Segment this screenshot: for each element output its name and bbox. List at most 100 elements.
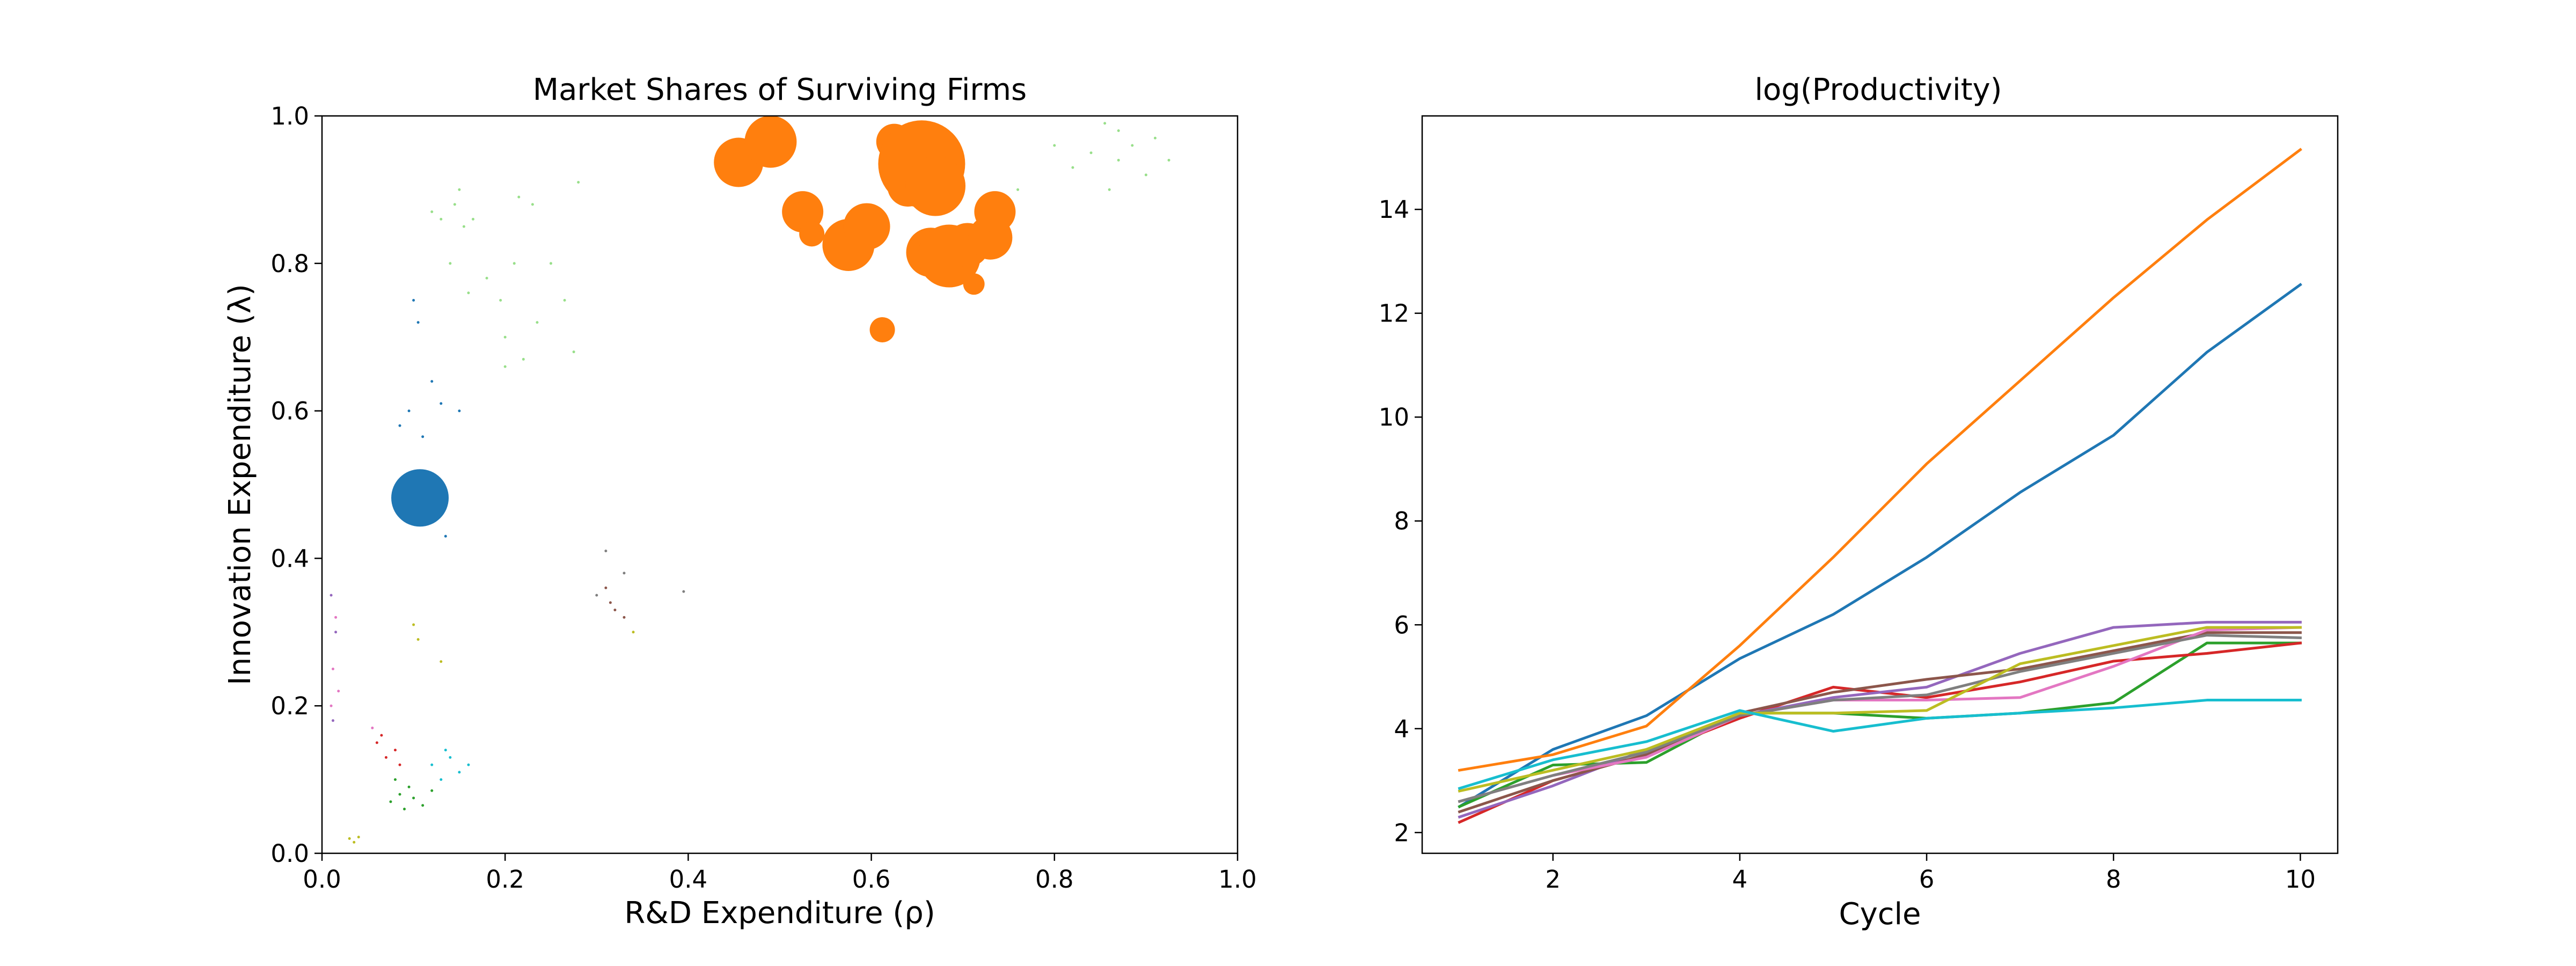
scatter-point	[1117, 129, 1120, 132]
scatter-point	[869, 317, 895, 342]
x-tick-label: 0.0	[303, 865, 341, 894]
series-line	[1458, 634, 2302, 803]
scatter-point	[331, 719, 334, 722]
scatter-point	[444, 749, 447, 752]
scatter-point	[513, 262, 516, 265]
scatter-point	[744, 115, 797, 168]
scatter-title: Market Shares of Surviving Firms	[533, 72, 1027, 107]
scatter-point	[353, 840, 356, 844]
series-line	[1458, 631, 2302, 814]
series-line	[1458, 620, 2302, 819]
y-tick-label: 0.8	[270, 250, 309, 278]
y-tick-label: 0.4	[270, 544, 309, 573]
y-tick-label: 12	[1379, 299, 1409, 328]
scatter-point	[430, 380, 434, 383]
line-y-ticks: 2 4 6 8 10 12 14	[1379, 195, 1422, 847]
scatter-point	[485, 276, 488, 280]
scatter-x-axis-label: R&D Expenditure (ρ)	[624, 896, 935, 931]
scatter-point	[330, 704, 333, 707]
scatter-point	[403, 808, 406, 811]
x-tick-label: 0.2	[486, 865, 524, 894]
scatter-point	[572, 350, 575, 354]
scatter-point	[440, 402, 443, 405]
scatter-point	[974, 191, 1016, 233]
scatter-point	[380, 734, 383, 737]
scatter-point	[430, 210, 434, 214]
y-tick-label: 6	[1394, 611, 1409, 639]
scatter-point	[440, 660, 443, 663]
x-tick-label: 6	[1919, 865, 1935, 894]
series-line	[1458, 626, 2302, 803]
scatter-point	[499, 299, 502, 302]
scatter-point	[1103, 122, 1107, 125]
scatter-y-axis-label: Innovation Expenditure (λ)	[223, 284, 258, 685]
scatter-point	[595, 594, 598, 597]
y-tick-label: 2	[1394, 818, 1409, 847]
scatter-point	[458, 409, 461, 413]
y-tick-label: 8	[1394, 507, 1409, 536]
scatter-point	[609, 601, 612, 604]
x-tick-label: 8	[2106, 865, 2121, 894]
scatter-point	[577, 181, 580, 184]
series-line	[1458, 626, 2302, 793]
line-panel: log(Productivity) 2 4 6 8 10 2 4 6 8 10 12 14 Cycl…	[1379, 72, 2339, 932]
scatter-point	[398, 424, 401, 427]
y-tick-label: 0.6	[270, 397, 309, 426]
scatter-marks	[330, 115, 1170, 844]
y-tick-label: 1.0	[270, 102, 309, 130]
scatter-point	[1153, 136, 1157, 140]
scatter-point	[449, 756, 452, 759]
y-tick-label: 4	[1394, 715, 1409, 743]
scatter-point	[550, 262, 552, 265]
scatter-point	[1016, 188, 1020, 191]
scatter-point	[531, 203, 534, 206]
y-tick-label: 10	[1379, 403, 1409, 431]
scatter-point	[407, 785, 411, 788]
scatter-point	[536, 321, 539, 324]
scatter-panel: Market Shares of Surviving Firms 0.0 0.2 0…	[223, 72, 1257, 931]
scatter-point	[963, 273, 985, 295]
scatter-point	[430, 763, 434, 766]
scatter-point	[1117, 158, 1120, 162]
y-tick-label: 14	[1379, 195, 1409, 224]
scatter-point	[453, 203, 456, 206]
scatter-point	[412, 796, 415, 800]
scatter-point	[393, 778, 397, 781]
scatter-point	[1053, 144, 1056, 147]
scatter-point	[449, 262, 452, 265]
scatter-point	[337, 690, 340, 693]
scatter-y-ticks: 0.0 0.2 0.4 0.6 0.8 1.0	[270, 102, 322, 868]
scatter-point	[412, 299, 415, 302]
scatter-point	[421, 804, 425, 807]
y-tick-label: 0.0	[270, 839, 309, 868]
x-tick-label: 2	[1545, 865, 1561, 894]
line-marks	[1458, 148, 2302, 824]
scatter-point	[398, 793, 401, 796]
scatter-point	[517, 195, 521, 199]
scatter-point	[1108, 188, 1111, 191]
line-axes-frame	[1421, 115, 2339, 854]
series-line	[1458, 699, 2302, 791]
y-tick-label: 0.2	[270, 692, 309, 720]
scatter-axes-frame	[321, 115, 1239, 854]
scatter-x-ticks: 0.0 0.2 0.4 0.6 0.8 1.0	[303, 853, 1257, 894]
scatter-point	[1167, 158, 1170, 162]
scatter-point	[384, 756, 387, 759]
scatter-point	[1144, 173, 1147, 177]
scatter-point	[623, 616, 626, 619]
line-x-axis-label: Cycle	[1839, 897, 1921, 932]
scatter-point	[458, 188, 461, 191]
scatter-point	[503, 335, 507, 339]
scatter-point	[389, 800, 392, 803]
scatter-point	[444, 535, 447, 538]
x-tick-label: 0.4	[669, 865, 708, 894]
scatter-point	[407, 409, 411, 413]
line-x-ticks: 2 4 6 8 10	[1545, 853, 2316, 894]
scatter-point	[371, 726, 374, 729]
scatter-point	[416, 321, 420, 324]
scatter-point	[1071, 166, 1074, 169]
series-line	[1458, 148, 2302, 772]
series-line	[1458, 282, 2302, 809]
scatter-point	[467, 763, 470, 766]
